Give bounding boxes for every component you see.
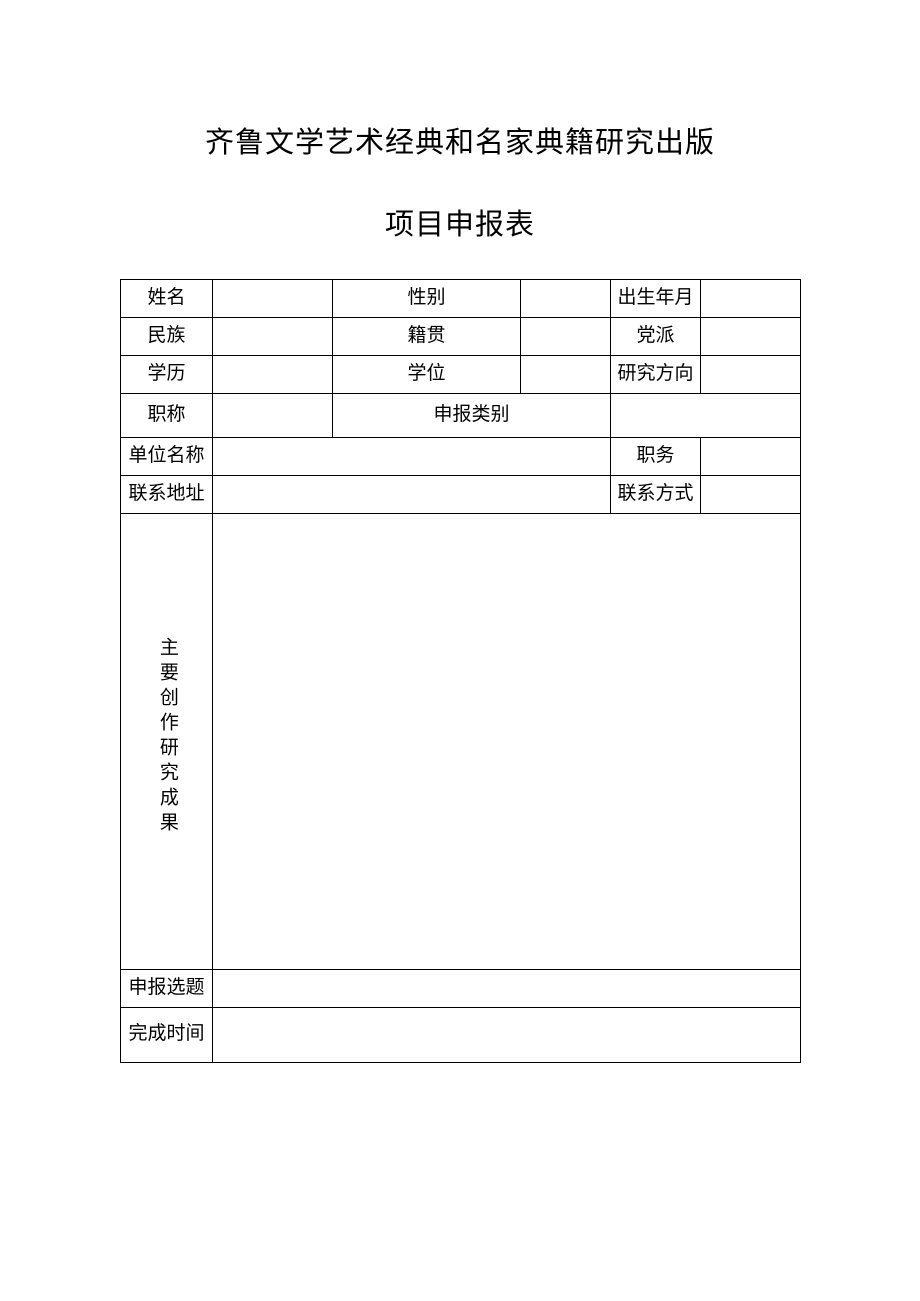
title-line-2: 项目申报表 xyxy=(120,202,800,248)
label-native-place: 籍贯 xyxy=(333,317,521,355)
value-address xyxy=(213,475,611,513)
label-gender: 性别 xyxy=(333,279,521,317)
value-education xyxy=(213,355,333,393)
value-apply-category xyxy=(611,393,801,437)
value-birth xyxy=(701,279,801,317)
value-name xyxy=(213,279,333,317)
value-research-dir xyxy=(701,355,801,393)
label-achievements-text: 主要创作研究成果 xyxy=(154,637,179,837)
label-apply-topic: 申报选题 xyxy=(121,969,213,1007)
value-gender xyxy=(521,279,611,317)
label-achievements: 主要创作研究成果 xyxy=(121,513,213,969)
value-ethnicity xyxy=(213,317,333,355)
value-degree xyxy=(521,355,611,393)
label-name: 姓名 xyxy=(121,279,213,317)
value-position xyxy=(701,437,801,475)
value-org-name xyxy=(213,437,611,475)
label-degree: 学位 xyxy=(333,355,521,393)
label-address: 联系地址 xyxy=(121,475,213,513)
label-title-rank: 职称 xyxy=(121,393,213,437)
label-party: 党派 xyxy=(611,317,701,355)
label-apply-category: 申报类别 xyxy=(333,393,611,437)
label-contact: 联系方式 xyxy=(611,475,701,513)
label-research-dir: 研究方向 xyxy=(611,355,701,393)
label-org-name: 单位名称 xyxy=(121,437,213,475)
value-contact xyxy=(701,475,801,513)
value-native-place xyxy=(521,317,611,355)
title-line-1: 齐鲁文学艺术经典和名家典籍研究出版 xyxy=(120,120,800,166)
value-party xyxy=(701,317,801,355)
application-form-table: 姓名 性别 出生年月 民族 籍贯 党派 学历 学位 研究方向 职称 xyxy=(120,279,801,1063)
value-achievements xyxy=(213,513,801,969)
label-ethnicity: 民族 xyxy=(121,317,213,355)
value-apply-topic xyxy=(213,969,801,1007)
value-finish-time xyxy=(213,1007,801,1062)
label-birth: 出生年月 xyxy=(611,279,701,317)
label-education: 学历 xyxy=(121,355,213,393)
value-title-rank xyxy=(213,393,333,437)
label-position: 职务 xyxy=(611,437,701,475)
page: 齐鲁文学艺术经典和名家典籍研究出版 项目申报表 姓名 性别 出生年月 民族 籍贯 xyxy=(0,0,920,1063)
label-finish-time: 完成时间 xyxy=(121,1007,213,1062)
